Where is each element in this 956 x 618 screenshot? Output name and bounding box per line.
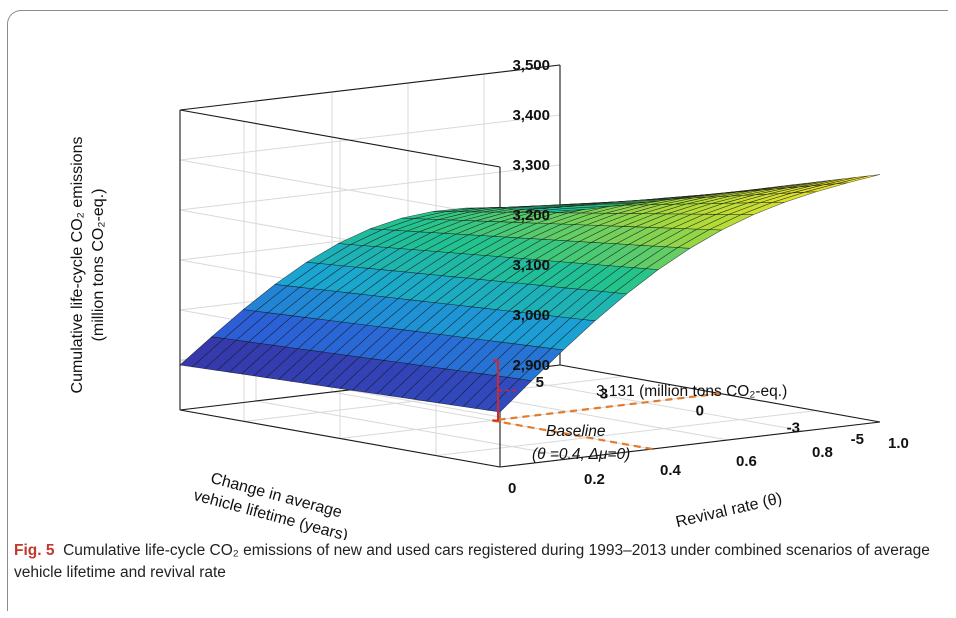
z-tick-label: 3,000 [512,307,550,324]
z-tick-label: 2,900 [512,357,550,374]
axes-edge [179,64,561,111]
surface-chart: 2,900 3,000 3,100 3,200 3,300 3,400 3,500 5 3 0 -3… [69,57,909,540]
z-tick-label: 3,100 [512,257,550,274]
revival-axis-title: Revival rate (θ) [674,490,784,531]
lifetime-axis-title: Change in average vehicle lifetime (year… [192,470,350,540]
axes-edge [179,109,501,168]
figure-caption: Fig. 5 Cumulative life-cycle CO₂ emissio… [14,540,934,584]
revival-tick-label: 0.2 [584,471,605,488]
revival-tick-label: 1.0 [888,435,909,452]
revival-tick-label: 0.8 [812,444,833,461]
floor-gridline [339,393,721,439]
z-axis-title-line2: (million tons CO₂-eq.) [90,189,107,342]
axes-edge [499,421,881,468]
baseline-lifetime-guide [491,392,721,422]
baseline-value-label: 3,131 (million tons CO₂-eq.) [596,383,787,400]
z-tick-label: 3,400 [512,107,550,124]
z-axis-title: Cumulative life-cycle CO₂ emissions (mil… [69,137,107,394]
baseline-title: Baseline [546,423,606,440]
caption-label: Fig. 5 [14,542,55,559]
figure-frame [7,10,948,611]
lifetime-tick-label: 0 [696,403,704,420]
revival-tick-label: 0.4 [660,462,682,479]
baseline-revival-guide [491,419,653,451]
z-tick-label: 3,200 [512,207,550,224]
z-axis-title-line1: Cumulative life-cycle CO₂ emissions [69,137,86,394]
baseline-params: (θ =0.4, Δμ=0) [532,446,630,463]
z-tick-label: 3,300 [512,157,550,174]
floor-gridline [255,400,577,459]
caption-text: Cumulative life-cycle CO₂ emissions of n… [14,542,930,581]
surface-cell [528,208,573,213]
revival-tick-label: 0.6 [736,453,757,470]
lifetime-tick-label: 5 [536,374,544,391]
z-gridline [179,114,561,218]
floor-gridline [435,410,817,457]
lifetime-tick-label: 3 [600,385,608,402]
baseline-annotation [491,359,721,451]
lifetime-tick-label: -3 [787,420,800,437]
tick-labels: 2,900 3,000 3,100 3,200 3,300 3,400 3,500 5 3 0 -3… [508,57,909,497]
z-tick-label: 3,500 [512,57,550,74]
axes-edge [179,409,501,468]
lifetime-tick-label: -5 [851,431,864,448]
z-gridline [179,64,561,168]
revival-tick-label: 0 [508,480,516,497]
surface-plot [179,174,881,413]
